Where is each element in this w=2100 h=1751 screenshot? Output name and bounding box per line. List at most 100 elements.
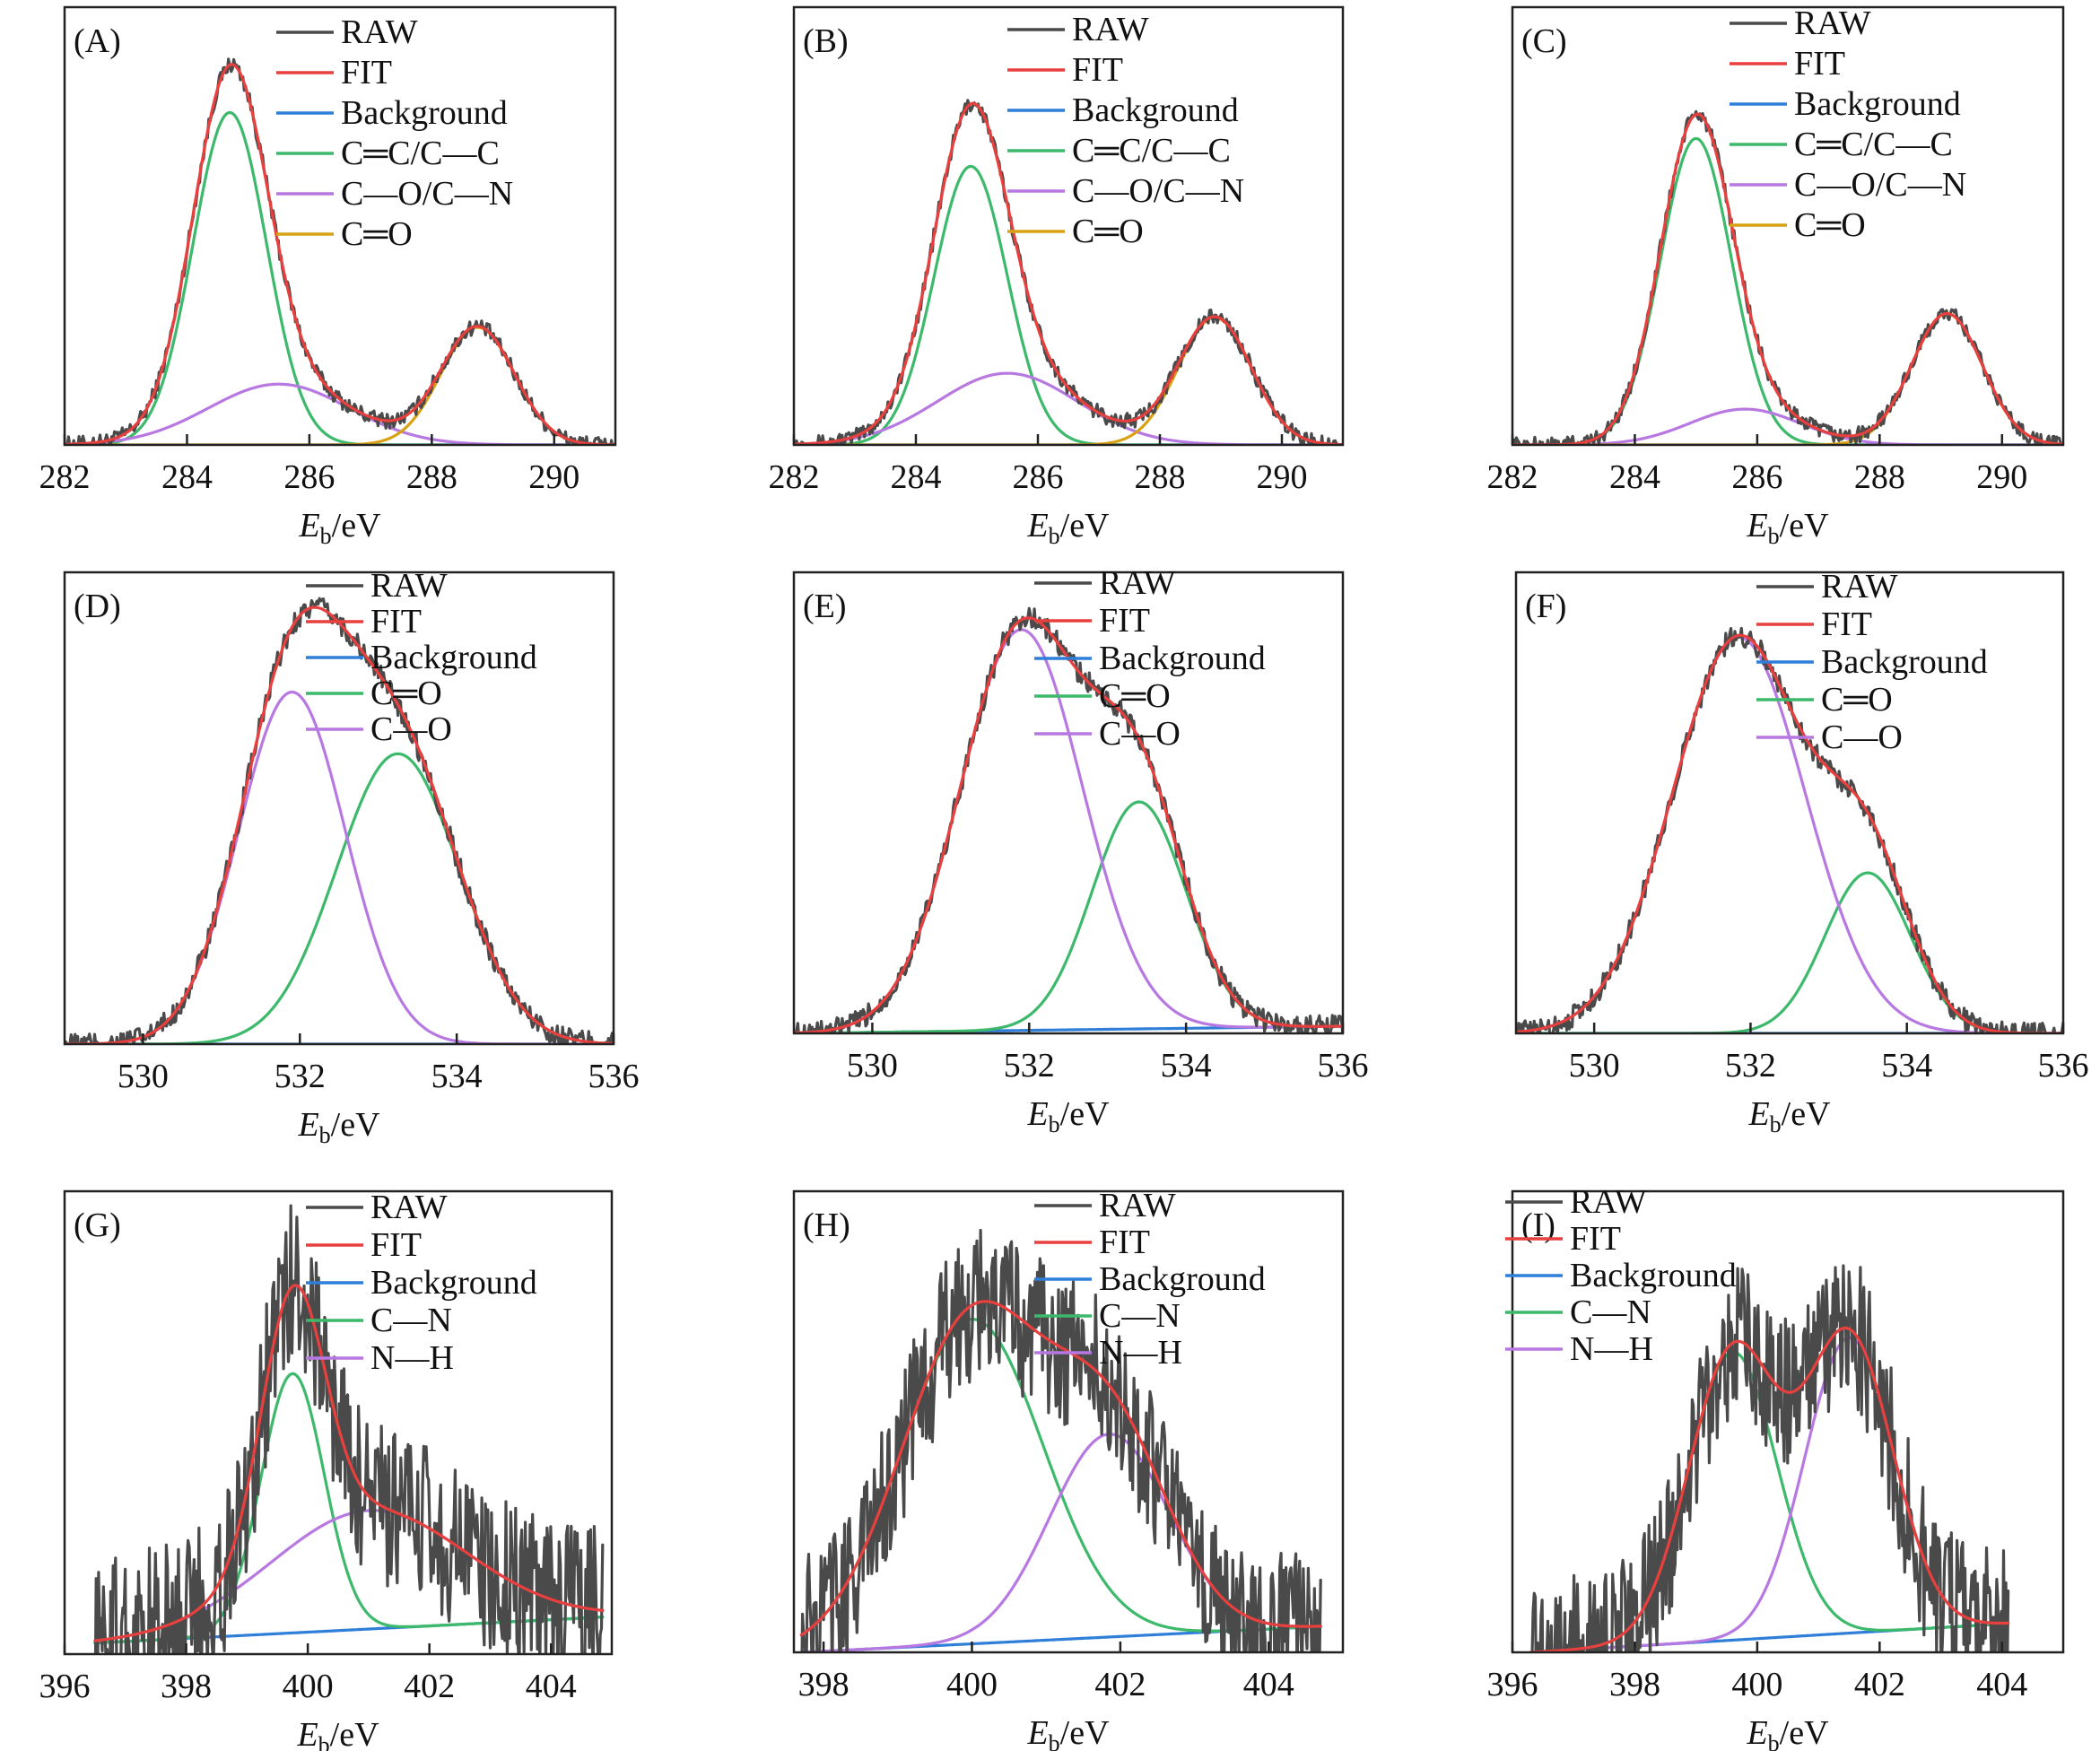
- legend-item: RAW: [1034, 564, 1176, 602]
- x-tick-label: 288: [406, 458, 457, 496]
- x-tick-label: 536: [2038, 1047, 2089, 1085]
- legend-item: FIT: [1730, 45, 1845, 83]
- legend-label: C═O: [370, 675, 442, 712]
- legend-item: C—O: [306, 710, 452, 748]
- raw-line: [794, 99, 1338, 445]
- legend-label: C—N: [370, 1302, 452, 1339]
- legend-label: C═O: [1072, 213, 1144, 250]
- legend-item: RAW: [1730, 4, 1871, 42]
- plot-frame: [1514, 571, 2065, 1035]
- plot-area: [1516, 626, 2063, 1033]
- legend-item: FIT: [1505, 1220, 1621, 1258]
- x-axis-label: Eb/eV: [298, 507, 381, 549]
- legend-label: Background: [1794, 85, 1961, 123]
- fit-line: [1516, 633, 2063, 1033]
- x-tick-label: 404: [1976, 1666, 2027, 1703]
- legend-item: C═O: [1007, 213, 1144, 250]
- legend-label: FIT: [1099, 602, 1150, 640]
- legend-item: Background: [306, 1264, 537, 1302]
- component-line: [794, 628, 1343, 1033]
- x-tick-label: 404: [526, 1668, 577, 1705]
- x-tick-label: 400: [1731, 1666, 1782, 1703]
- legend-item: N—H: [1505, 1330, 1653, 1368]
- legend-label: RAW: [370, 567, 448, 605]
- fit-line: [794, 616, 1343, 1033]
- legend-label: Background: [1099, 640, 1266, 677]
- legend-item: C═O: [1034, 677, 1171, 715]
- legend-item: Background: [1007, 91, 1239, 129]
- component-line: [65, 690, 614, 1044]
- x-tick-label: 532: [1004, 1047, 1055, 1085]
- legend-label: FIT: [1821, 605, 1872, 643]
- legend-label: C═C/C—C: [1072, 132, 1231, 170]
- legend-label: RAW: [1794, 4, 1871, 42]
- x-axis-label: Eb/eV: [1746, 1714, 1829, 1751]
- legend-item: Background: [1730, 85, 1961, 123]
- legend-item: RAW: [306, 567, 448, 605]
- legend-item: RAW: [1034, 1187, 1176, 1224]
- legend-label: C—O/C—N: [341, 175, 513, 213]
- x-tick-label: 402: [1854, 1666, 1905, 1703]
- component-line: [1512, 312, 2063, 445]
- x-axis-label: Eb/eV: [1026, 1714, 1110, 1751]
- legend-item: Background: [1034, 1260, 1266, 1298]
- x-tick-label: 284: [891, 458, 942, 496]
- plot-area: [1512, 109, 2063, 445]
- legend-item: C═O: [276, 215, 413, 253]
- x-tick-label: 282: [1487, 458, 1538, 496]
- x-tick-label: 396: [39, 1668, 91, 1705]
- raw-line: [93, 1204, 605, 1654]
- plot-area: [93, 1204, 605, 1654]
- x-axis-label: Eb/eV: [1026, 507, 1110, 549]
- legend-label: Background: [370, 639, 537, 676]
- raw-line: [65, 57, 615, 445]
- plot-area: [799, 1228, 1322, 1652]
- legend-label: C—O: [1099, 715, 1181, 753]
- panel-label: (B): [803, 22, 849, 60]
- legend-item: RAW: [306, 1189, 448, 1226]
- plot-area: [794, 99, 1343, 445]
- x-tick-label: 286: [283, 458, 335, 496]
- legend-item: C—N: [1034, 1297, 1181, 1335]
- legend-item: Background: [306, 639, 537, 676]
- legend-item: FIT: [1034, 1224, 1150, 1261]
- legend-item: C═O: [1730, 206, 1866, 244]
- legend-label: C—O: [1821, 719, 1903, 756]
- panel-h: 398 400 402 404 Eb/eV (H) RAWFITBackgroundC—NN…: [792, 1187, 1345, 1751]
- x-tick-label: 402: [1094, 1666, 1146, 1703]
- plot-frame: [63, 571, 615, 1046]
- panel-f: 530 532 534 536 Eb/eV (F) RAWFITBackgroundC═OC…: [1514, 568, 2089, 1137]
- legend-label: FIT: [1099, 1224, 1150, 1261]
- legend-label: C═C/C—C: [1794, 126, 1953, 163]
- legend-item: FIT: [1034, 602, 1150, 640]
- legend-label: Background: [1099, 1260, 1266, 1298]
- plot-frame: [63, 1189, 614, 1656]
- legend-item: C═C/C—C: [1007, 132, 1231, 170]
- panel-g: 396 398 400 402 404 Eb/eV (G) RAWFITBackgroundC…: [39, 1189, 614, 1751]
- legend-label: N—H: [1570, 1330, 1653, 1368]
- panel-label: (G): [74, 1207, 121, 1244]
- component-line: [1516, 871, 2063, 1033]
- x-axis-label: Eb/eV: [1747, 1095, 1831, 1137]
- x-tick-label: 534: [1881, 1047, 1932, 1085]
- x-tick-label: 532: [274, 1058, 326, 1095]
- x-tick-label: 400: [946, 1666, 998, 1703]
- legend-label: C═O: [341, 215, 413, 253]
- legend-item: C—O/C—N: [276, 175, 513, 213]
- x-tick-label: 286: [1731, 458, 1782, 496]
- legend-item: Background: [1756, 643, 1988, 681]
- x-tick-label: 534: [431, 1058, 483, 1095]
- component-line: [794, 800, 1343, 1033]
- component-line: [794, 164, 1343, 445]
- x-axis-label: Eb/eV: [1026, 1095, 1110, 1137]
- legend-label: C—O/C—N: [1794, 166, 1966, 204]
- legend-item: C—O: [1034, 715, 1181, 753]
- x-tick-label: 402: [404, 1668, 455, 1705]
